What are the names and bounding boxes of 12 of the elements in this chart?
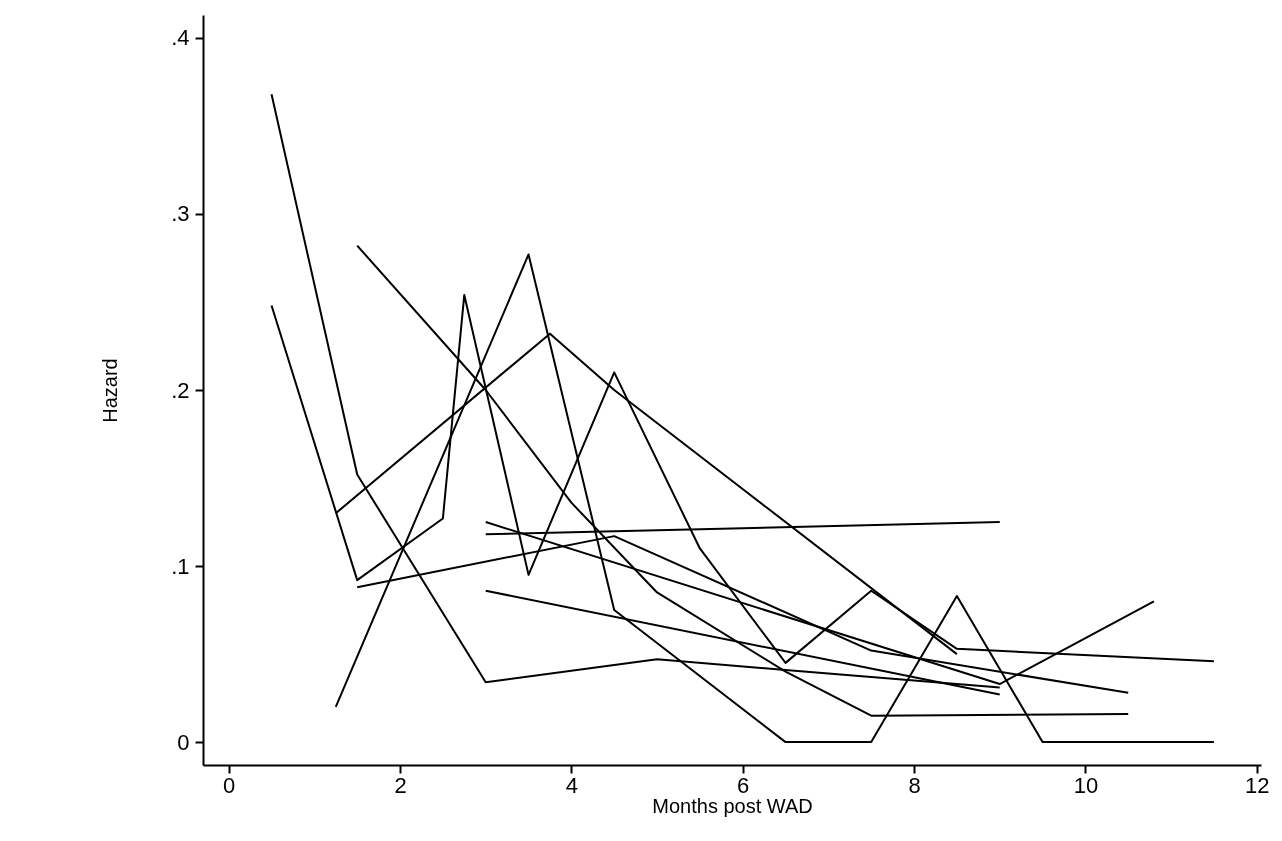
y-tick-label: .1 (171, 553, 190, 579)
y-tick-label: .3 (171, 201, 190, 227)
x-tick-label: 8 (908, 772, 921, 798)
y-tick-label: .2 (171, 377, 190, 403)
y-tick-label: .4 (171, 25, 190, 51)
y-axis-title: Hazard (99, 358, 122, 423)
x-tick-label: 2 (394, 772, 407, 798)
x-tick-label: 12 (1244, 772, 1270, 798)
x-tick-label: 0 (223, 772, 236, 798)
x-tick-label: 10 (1073, 772, 1099, 798)
y-tick-label: 0 (177, 729, 190, 755)
x-tick-label: 4 (565, 772, 578, 798)
